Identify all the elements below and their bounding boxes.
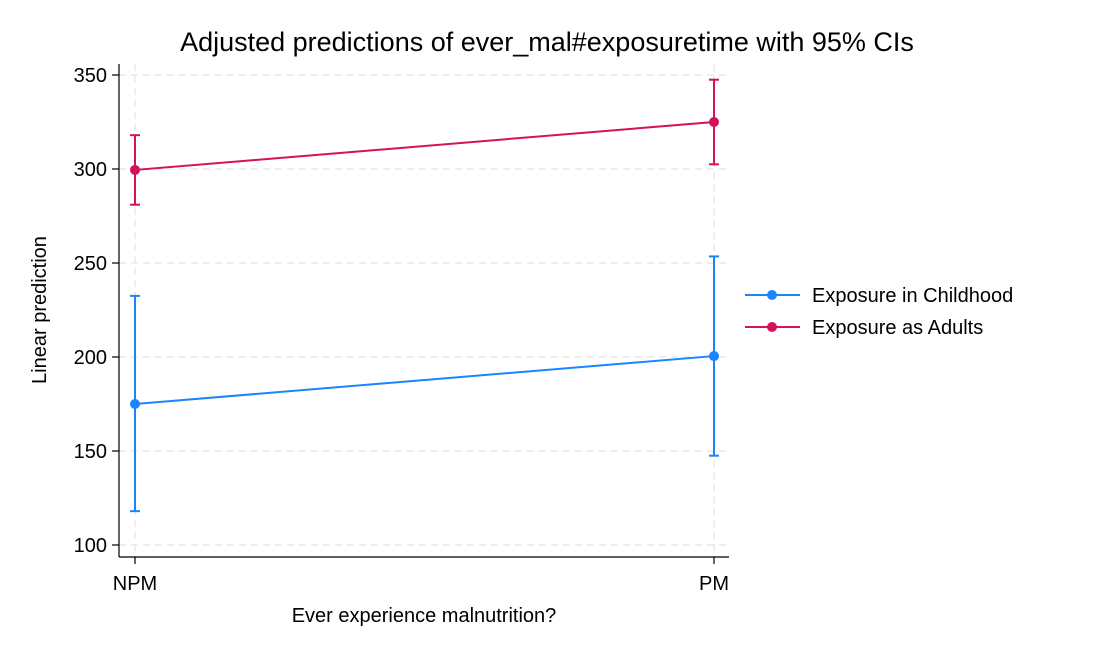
legend-item: Exposure in Childhood [745, 285, 1013, 307]
y-axis-ticks: 100 150 200 250 300 350 [74, 65, 119, 557]
plot-series [130, 78, 719, 513]
y-tick-label: 350 [74, 65, 107, 87]
x-tick-label: PM [699, 573, 729, 595]
data-point [130, 164, 140, 175]
data-point [709, 117, 719, 127]
legend-label: Exposure as Adults [812, 317, 983, 339]
x-tick-label: NPM [113, 573, 157, 595]
y-tick-label: 250 [74, 253, 107, 275]
series-line [134, 121, 715, 171]
series-line [134, 355, 715, 405]
y-tick-label: 200 [74, 347, 107, 369]
legend-swatch-marker [767, 322, 777, 332]
chart-title: Adjusted predictions of ever_mal#exposur… [180, 27, 914, 57]
y-tick-label: 150 [74, 441, 107, 463]
y-axis-label: Linear prediction [29, 236, 51, 384]
data-point [709, 351, 719, 362]
series-1 [130, 255, 719, 513]
legend-label: Exposure in Childhood [812, 285, 1013, 307]
data-point [130, 399, 140, 409]
series-2 [130, 78, 719, 206]
y-tick-label: 300 [74, 159, 107, 181]
legend: Exposure in Childhood Exposure as Adults [745, 285, 1013, 339]
legend-item: Exposure as Adults [745, 317, 983, 339]
x-axis-label: Ever experience malnutrition? [292, 605, 557, 627]
y-tick-label: 100 [74, 535, 107, 557]
legend-swatch-marker [767, 290, 777, 300]
x-axis-ticks: NPM PM [113, 557, 729, 595]
grid-lines [119, 64, 729, 557]
